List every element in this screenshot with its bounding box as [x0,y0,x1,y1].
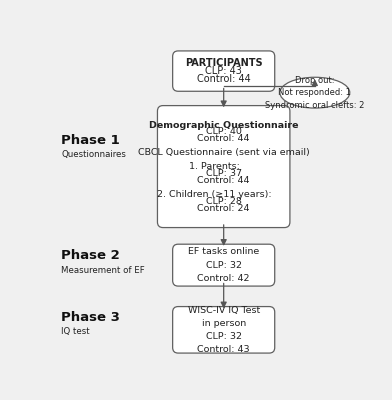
Text: 1. Parents:: 1. Parents: [189,162,240,171]
Text: PARTICIPANTS: PARTICIPANTS [185,58,263,68]
Text: CBCL Questionnaire (sent via email): CBCL Questionnaire (sent via email) [138,148,310,157]
Text: Phase 1: Phase 1 [61,134,120,147]
Text: Drop out:
Not responded: 1
Syndromic oral clefts: 2: Drop out: Not responded: 1 Syndromic ora… [265,76,365,110]
Text: Questionnaires: Questionnaires [61,150,126,159]
Text: Demographic Questionnaire: Demographic Questionnaire [149,120,298,130]
Text: EF tasks online
CLP: 32
Control: 42: EF tasks online CLP: 32 Control: 42 [188,248,260,283]
Ellipse shape [280,77,350,108]
Text: Control: 44: Control: 44 [198,176,250,185]
Text: Control: 44: Control: 44 [198,134,250,143]
Text: Phase 3: Phase 3 [61,311,120,324]
Text: CLP: 43: CLP: 43 [205,66,242,76]
FancyBboxPatch shape [158,106,290,228]
Text: Control: 44: Control: 44 [197,74,250,84]
Text: 2. Children (≥11 years):: 2. Children (≥11 years): [157,190,272,199]
Text: CLP: 28: CLP: 28 [206,197,241,206]
FancyBboxPatch shape [172,306,275,353]
FancyBboxPatch shape [172,51,275,91]
Text: CLP: 37: CLP: 37 [206,169,242,178]
Text: Measurement of EF: Measurement of EF [61,266,145,275]
Text: Phase 2: Phase 2 [61,250,120,262]
Text: Control: 24: Control: 24 [198,204,250,213]
Text: CLP: 40: CLP: 40 [206,128,241,136]
FancyBboxPatch shape [172,244,275,286]
Text: IQ test: IQ test [61,328,90,336]
Text: WISC-IV IQ Test
in person
CLP: 32
Control: 43: WISC-IV IQ Test in person CLP: 32 Contro… [187,306,260,354]
